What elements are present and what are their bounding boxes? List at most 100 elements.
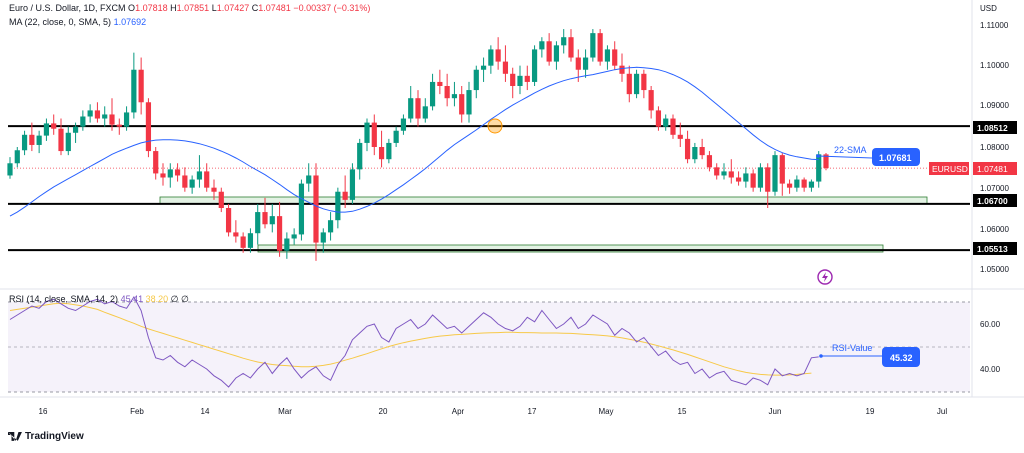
candle-body[interactable] xyxy=(808,181,815,188)
candle-body[interactable] xyxy=(204,171,210,188)
candle-body[interactable] xyxy=(174,169,181,176)
candle-body[interactable] xyxy=(728,171,734,178)
candle-body[interactable] xyxy=(517,75,523,86)
candle-body[interactable] xyxy=(823,154,829,169)
ma-legend[interactable]: MA (22, close, 0, SMA, 5) 1.07692 xyxy=(9,17,146,27)
candle-body[interactable] xyxy=(298,183,305,235)
candle-body[interactable] xyxy=(218,191,224,208)
candle-body[interactable] xyxy=(663,118,669,127)
candle-body[interactable] xyxy=(480,65,487,70)
candle-body[interactable] xyxy=(371,122,377,147)
candle-body[interactable] xyxy=(459,94,465,115)
candle-body[interactable] xyxy=(182,175,188,188)
candle-body[interactable] xyxy=(648,90,654,111)
candle-body[interactable] xyxy=(677,134,683,139)
candle-body[interactable] xyxy=(269,216,275,225)
candle-body[interactable] xyxy=(393,130,399,143)
candle-body[interactable] xyxy=(466,90,472,115)
candle-body[interactable] xyxy=(655,110,662,127)
candle-body[interactable] xyxy=(750,173,756,188)
candle-body[interactable] xyxy=(437,81,443,86)
candle-body[interactable] xyxy=(320,232,326,243)
candle-body[interactable] xyxy=(670,118,676,135)
candle-body[interactable] xyxy=(29,134,35,145)
candle-body[interactable] xyxy=(94,110,101,119)
candle-body[interactable] xyxy=(284,238,290,251)
candle-body[interactable] xyxy=(211,187,217,192)
candle-body[interactable] xyxy=(400,118,407,131)
candle-body[interactable] xyxy=(87,110,93,117)
dividends-lightning-icon[interactable] xyxy=(817,269,833,285)
candle-body[interactable] xyxy=(779,155,785,184)
candle-body[interactable] xyxy=(502,61,509,74)
candle-body[interactable] xyxy=(342,191,348,200)
candle-body[interactable] xyxy=(612,49,618,66)
candle-body[interactable] xyxy=(735,177,742,182)
candle-body[interactable] xyxy=(692,147,698,160)
candle-body[interactable] xyxy=(138,69,144,103)
candle-body[interactable] xyxy=(684,138,691,160)
candle-body[interactable] xyxy=(262,212,268,225)
candle-body[interactable] xyxy=(43,123,50,136)
candle-body[interactable] xyxy=(546,41,552,62)
candle-body[interactable] xyxy=(561,37,567,46)
candle-body[interactable] xyxy=(422,106,428,119)
candle-body[interactable] xyxy=(699,147,705,156)
candle-body[interactable] xyxy=(240,236,246,248)
candle-body[interactable] xyxy=(364,122,370,143)
rsi-legend[interactable]: RSI (14, close, SMA, 14, 2) 45.41 38.20 … xyxy=(9,294,189,305)
candle-body[interactable] xyxy=(14,150,20,164)
candle-body[interactable] xyxy=(568,37,574,58)
candle-body[interactable] xyxy=(58,128,64,152)
candle-body[interactable] xyxy=(189,179,195,188)
candle-body[interactable] xyxy=(7,163,13,176)
candle-body[interactable] xyxy=(378,147,385,160)
candle-body[interactable] xyxy=(160,173,166,178)
candle-body[interactable] xyxy=(626,73,632,95)
candle-body[interactable] xyxy=(444,86,450,99)
candle-body[interactable] xyxy=(597,33,603,62)
candle-body[interactable] xyxy=(386,142,392,160)
candle-body[interactable] xyxy=(714,167,720,176)
candle-body[interactable] xyxy=(743,173,749,182)
tradingview-logo[interactable]: TradingView xyxy=(8,431,84,442)
candle-body[interactable] xyxy=(539,41,545,50)
candle-body[interactable] xyxy=(153,151,159,174)
candle-body[interactable] xyxy=(415,98,421,119)
candle-body[interactable] xyxy=(488,49,494,66)
candle-body[interactable] xyxy=(473,69,479,91)
candle-body[interactable] xyxy=(794,179,800,188)
candle-body[interactable] xyxy=(706,155,713,168)
candle-body[interactable] xyxy=(313,175,319,243)
candle-body[interactable] xyxy=(51,123,57,129)
candle-body[interactable] xyxy=(524,75,530,82)
candle-body[interactable] xyxy=(102,114,108,119)
candle-body[interactable] xyxy=(641,73,647,91)
candle-body[interactable] xyxy=(510,73,516,86)
candle-body[interactable] xyxy=(233,232,239,237)
candle-body[interactable] xyxy=(335,191,341,221)
candle-body[interactable] xyxy=(247,233,254,248)
candle-body[interactable] xyxy=(633,73,640,95)
candle-body[interactable] xyxy=(619,65,625,74)
candle-body[interactable] xyxy=(255,212,261,234)
candle-body[interactable] xyxy=(582,57,589,70)
candle-body[interactable] xyxy=(408,98,414,119)
candle-body[interactable] xyxy=(531,49,538,82)
candle-body[interactable] xyxy=(36,135,42,145)
candle-body[interactable] xyxy=(123,112,130,127)
candle-body[interactable] xyxy=(451,94,458,99)
candle-body[interactable] xyxy=(429,81,436,107)
candle-body[interactable] xyxy=(291,234,297,239)
candle-body[interactable] xyxy=(196,171,203,180)
candle-body[interactable] xyxy=(109,114,115,125)
candle-body[interactable] xyxy=(553,45,560,62)
candle-body[interactable] xyxy=(131,69,137,113)
candle-body[interactable] xyxy=(276,216,283,251)
candle-body[interactable] xyxy=(327,220,334,233)
candle-body[interactable] xyxy=(21,134,28,151)
candle-body[interactable] xyxy=(167,169,173,178)
candle-body[interactable] xyxy=(604,49,611,62)
candle-body[interactable] xyxy=(772,155,778,192)
time-axis[interactable]: 16 Feb 14 Mar 20 Apr 17 May 15 Jun 19 Ju… xyxy=(39,407,948,416)
